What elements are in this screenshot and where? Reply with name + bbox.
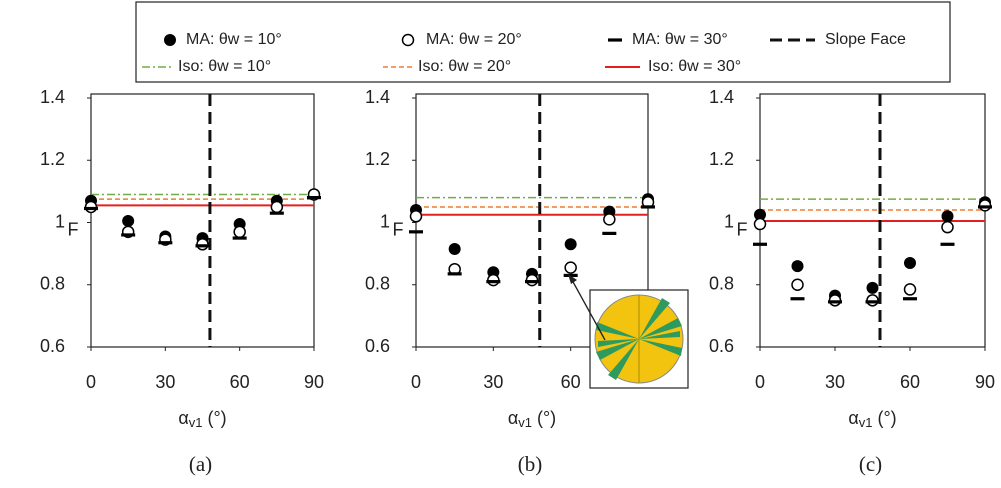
y-axis-label: F [737, 219, 748, 239]
x-label-subscript: v1 [859, 415, 873, 430]
panel-label: (c) [859, 452, 882, 476]
marker-dash [865, 300, 880, 304]
marker-open [941, 220, 954, 234]
x-tick-label: 60 [900, 372, 920, 392]
plot-frame [90, 93, 315, 348]
marker-filled [866, 281, 879, 294]
marker-filled [448, 242, 461, 255]
y-axis-label: F [393, 219, 404, 239]
marker-dash [269, 211, 284, 215]
y-tick-label: 1 [55, 211, 65, 231]
y-tick-label: 1.4 [709, 87, 734, 107]
marker-open [564, 261, 577, 274]
marker-open [903, 283, 917, 296]
marker-open [791, 278, 804, 291]
marker-filled [164, 34, 176, 46]
marker-dash [903, 297, 917, 301]
y-tick-label: 1.2 [709, 149, 734, 169]
x-axis-label: αv1 (°) [848, 408, 896, 431]
legend-label: Slope Face [825, 31, 906, 48]
marker-dash [447, 272, 462, 276]
marker-open [603, 213, 616, 226]
y-tick-label: 1.2 [365, 149, 390, 169]
y-tick-label: 0.8 [40, 274, 65, 294]
y-axis-label: F [68, 219, 79, 239]
y-tick-label: 1 [724, 211, 734, 231]
y-tick-label: 0.6 [40, 336, 65, 356]
marker-dash [158, 241, 173, 245]
inset-diagram [568, 274, 689, 389]
x-tick-label: 60 [230, 372, 250, 392]
marker-dash [608, 38, 622, 42]
y-tick-label: 1.4 [40, 87, 65, 107]
marker-dash [195, 244, 210, 248]
legend-label: MA: θw = 10° [186, 31, 282, 48]
marker-dash [84, 206, 98, 211]
y-tick-label: 0.8 [365, 274, 390, 294]
y-tick-label: 1 [380, 211, 390, 231]
x-tick-label: 90 [975, 372, 995, 392]
marker-open [409, 210, 423, 223]
x-label-subscript: v1 [518, 415, 532, 430]
marker-dash [232, 236, 247, 240]
panel-label: (b) [518, 452, 543, 476]
y-tick-label: 1.2 [40, 149, 65, 169]
legend-box [135, 1, 951, 83]
x-label-subscript: v1 [189, 415, 203, 430]
marker-dash [828, 300, 842, 304]
marker-dash [121, 233, 136, 237]
y-tick-label: 1.4 [365, 87, 390, 107]
x-label-unit: (°) [537, 408, 556, 428]
y-tick-label: 0.6 [365, 336, 390, 356]
marker-open [753, 217, 767, 231]
marker-filled [122, 214, 135, 227]
marker-open [270, 200, 284, 214]
x-tick-label: 60 [561, 372, 581, 392]
x-label-symbol: α [178, 408, 188, 428]
x-tick-label: 0 [86, 372, 96, 392]
marker-dash [790, 297, 805, 301]
legend-label: Iso: θw = 20° [418, 58, 511, 75]
marker-dash [525, 280, 539, 284]
marker-filled [791, 260, 804, 273]
x-axis-label: αv1 (°) [508, 408, 556, 431]
x-label-symbol: α [508, 408, 518, 428]
legend-label: MA: θw = 20° [426, 31, 522, 48]
marker-open [401, 33, 415, 47]
marker-dash [409, 230, 423, 234]
legend-label: MA: θw = 30° [632, 31, 728, 48]
x-label-unit: (°) [877, 408, 896, 428]
x-tick-label: 0 [755, 372, 765, 392]
marker-dash [753, 242, 767, 246]
x-axis-label: αv1 (°) [178, 408, 226, 431]
x-label-unit: (°) [207, 408, 226, 428]
marker-dash [978, 205, 992, 209]
legend-label: Iso: θw = 30° [648, 58, 741, 75]
x-tick-label: 0 [411, 372, 421, 392]
y-tick-label: 0.6 [709, 336, 734, 356]
x-tick-label: 30 [155, 372, 175, 392]
y-tick-label: 0.8 [709, 274, 734, 294]
x-tick-label: 30 [825, 372, 845, 392]
marker-dash [602, 231, 617, 235]
x-label-symbol: α [848, 408, 858, 428]
marker-dash [486, 280, 501, 284]
marker-filled [754, 208, 766, 221]
marker-dash [307, 196, 321, 200]
marker-filled [904, 256, 916, 269]
marker-dash [563, 273, 578, 278]
panel-label: (a) [189, 452, 212, 476]
marker-filled [941, 210, 954, 223]
marker-filled [564, 238, 577, 251]
legend-label: Iso: θw = 10° [178, 58, 271, 75]
x-tick-label: 90 [304, 372, 324, 392]
marker-open [233, 225, 246, 239]
x-tick-label: 30 [483, 372, 503, 392]
marker-dash [641, 205, 655, 209]
marker-dash [940, 242, 955, 246]
